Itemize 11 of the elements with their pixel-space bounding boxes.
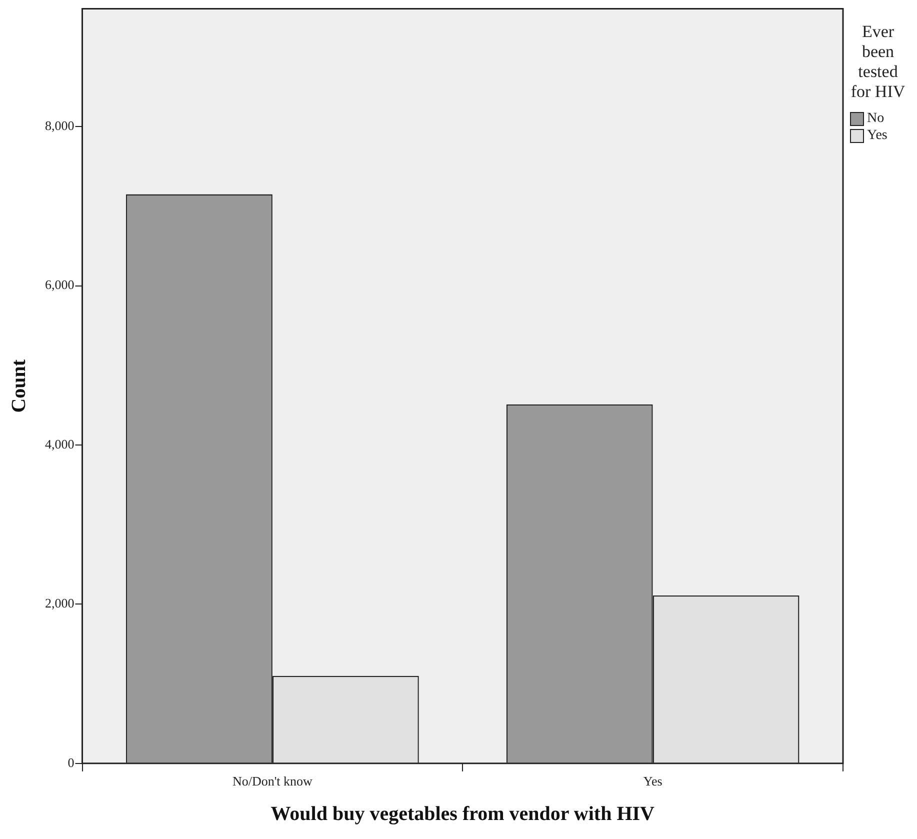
y-tick-label: 0: [68, 754, 74, 770]
y-tick-label: 8,000: [45, 118, 74, 134]
y-tick-label: 2,000: [45, 596, 74, 611]
x-tick-label: No/Don't know: [232, 774, 314, 789]
y-tick-label: 4,000: [45, 436, 74, 452]
legend-label: No: [867, 110, 884, 127]
y-axis-title: Count: [8, 359, 30, 413]
x-axis-title: Would buy vegetables from vendor with HIV: [270, 803, 656, 826]
y-tick-label: 6,000: [45, 277, 74, 292]
legend-title: Ever been tested for HIV: [850, 22, 906, 102]
text: Yes: [867, 127, 888, 144]
